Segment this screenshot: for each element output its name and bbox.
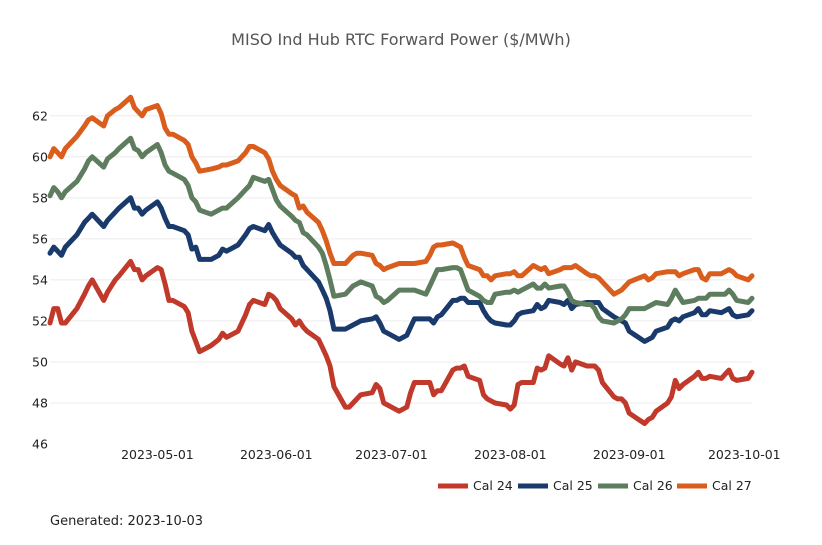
series-line-cal-25 xyxy=(47,195,755,344)
legend-label: Cal 26 xyxy=(633,478,673,493)
y-tick-label: 46 xyxy=(32,437,48,452)
x-tick-label: 2023-05-01 xyxy=(121,447,194,462)
y-tick-label: 54 xyxy=(32,272,48,287)
series-line-cal-24 xyxy=(47,258,755,426)
x-tick-label: 2023-06-01 xyxy=(240,447,313,462)
grid-lines xyxy=(50,115,752,404)
y-tick-label: 48 xyxy=(32,395,48,410)
legend: Cal 24 Cal 25 Cal 26 Cal 27 xyxy=(438,478,752,493)
legend-item-cal-24: Cal 24 xyxy=(438,478,513,493)
legend-label: Cal 25 xyxy=(553,478,593,493)
chart-title: MISO Ind Hub RTC Forward Power ($/MWh) xyxy=(231,30,571,49)
x-tick-label: 2023-09-01 xyxy=(593,447,666,462)
legend-item-cal-25: Cal 25 xyxy=(518,478,593,493)
x-tick-label: 2023-08-01 xyxy=(474,447,547,462)
y-tick-label: 58 xyxy=(32,190,48,205)
x-tick-label: 2023-10-01 xyxy=(708,447,781,462)
legend-label: Cal 24 xyxy=(473,478,513,493)
legend-label: Cal 27 xyxy=(712,478,752,493)
series-lines xyxy=(47,94,755,426)
x-axis: 2023-05-01 2023-06-01 2023-07-01 2023-08-01… xyxy=(121,447,781,462)
legend-item-cal-26: Cal 26 xyxy=(598,478,673,493)
legend-item-cal-27: Cal 27 xyxy=(677,478,752,493)
series-line-cal-26 xyxy=(47,135,755,326)
y-axis: 46 48 50 52 54 56 58 60 62 xyxy=(32,108,48,451)
y-tick-label: 60 xyxy=(32,149,48,164)
series-line-cal-27 xyxy=(47,94,755,297)
x-tick-label: 2023-07-01 xyxy=(355,447,428,462)
y-tick-label: 52 xyxy=(32,313,48,328)
y-tick-label: 62 xyxy=(32,108,48,123)
y-tick-label: 56 xyxy=(32,231,48,246)
generated-label: Generated: 2023-10-03 xyxy=(50,514,203,529)
y-tick-label: 50 xyxy=(32,354,48,369)
